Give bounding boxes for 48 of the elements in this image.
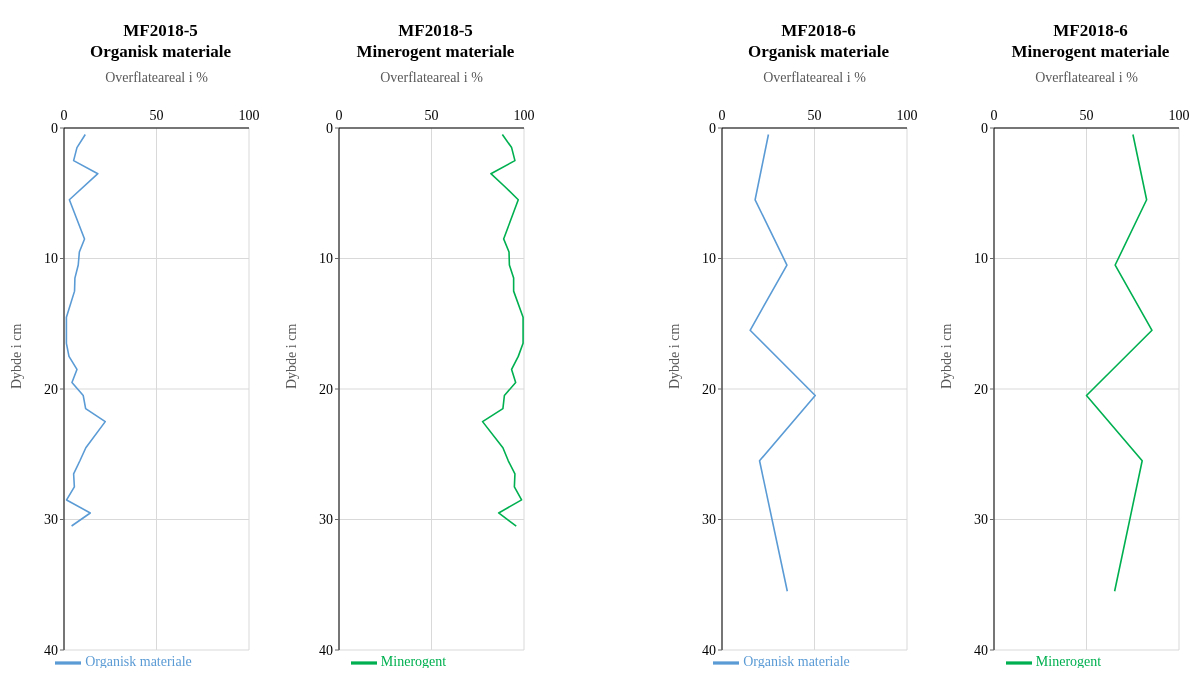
x-axis-title: Overflateareal i % [1035, 69, 1139, 85]
y-tick-label: 30 [974, 512, 988, 528]
y-tick-label: 30 [702, 512, 716, 528]
chart-title: MF2018-6 Minerogent materiale [1010, 20, 1171, 62]
y-axis-title: Dybde i cm [283, 323, 299, 389]
y-tick-label: 30 [319, 512, 333, 528]
chart-title: MF2018-5 Organisk materiale [88, 20, 233, 62]
x-tick-label: 50 [424, 108, 439, 123]
x-tick-label: 0 [335, 108, 343, 123]
y-axis-title: Dybde i cm [8, 323, 24, 389]
x-tick-label: 50 [149, 108, 164, 123]
x-tick-label: 0 [990, 108, 998, 123]
y-tick-label: 30 [44, 512, 58, 528]
chart-title: MF2018-6 Organisk materiale [746, 20, 891, 62]
line-series [1085, 133, 1153, 593]
y-tick-label: 20 [974, 381, 988, 397]
y-tick-label: 40 [319, 642, 333, 658]
y-tick-label: 40 [44, 642, 58, 658]
y-tick-label: 40 [974, 642, 988, 658]
x-tick-label: 50 [807, 108, 822, 123]
x-tick-label: 100 [513, 108, 535, 123]
y-tick-label: 20 [319, 381, 333, 397]
y-tick-label: 0 [326, 120, 333, 136]
y-tick-label: 40 [702, 642, 716, 658]
x-tick-label: 100 [1168, 108, 1190, 123]
x-axis-title: Overflateareal i % [105, 69, 209, 85]
line-series [65, 133, 107, 527]
y-tick-label: 10 [44, 251, 58, 267]
line-series [481, 133, 524, 527]
y-axis-title: Dybde i cm [938, 323, 954, 389]
y-axis-title: Dybde i cm [666, 323, 682, 389]
y-tick-label: 10 [974, 251, 988, 267]
x-tick-label: 0 [60, 108, 68, 123]
y-tick-label: 0 [709, 120, 716, 136]
x-tick-label: 50 [1079, 108, 1094, 123]
y-tick-label: 10 [702, 251, 716, 267]
chart-title: MF2018-5 Minerogent materiale [355, 20, 516, 62]
x-tick-label: 100 [896, 108, 918, 123]
y-tick-label: 0 [51, 120, 58, 136]
y-tick-label: 10 [319, 251, 333, 267]
y-tick-label: 0 [981, 120, 988, 136]
line-series [749, 133, 817, 593]
x-axis-title: Overflateareal i % [763, 69, 867, 85]
x-tick-label: 100 [238, 108, 260, 123]
x-axis-title: Overflateareal i % [380, 69, 484, 85]
y-tick-label: 20 [44, 381, 58, 397]
x-tick-label: 0 [718, 108, 726, 123]
y-tick-label: 20 [702, 381, 716, 397]
